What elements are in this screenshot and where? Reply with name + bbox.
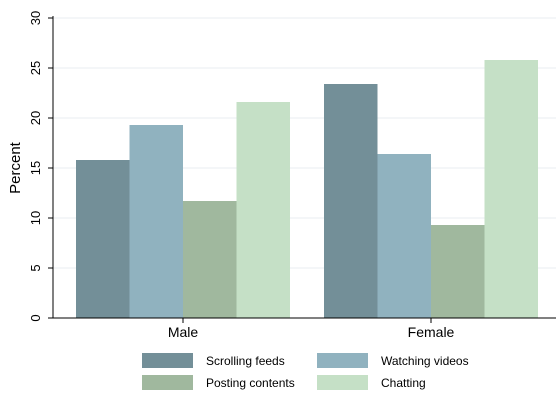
- legend-swatch-scrolling-feeds: [142, 353, 193, 368]
- bar-chatting-male: [237, 102, 291, 318]
- x-tick-label-female: Female: [408, 324, 455, 340]
- legend-label-watching-videos: Watching videos: [381, 354, 469, 368]
- legend-label-scrolling-feeds: Scrolling feeds: [206, 354, 285, 368]
- y-tick-label: 25: [28, 61, 43, 75]
- bar-watching-videos-male: [130, 125, 184, 318]
- y-tick-label: 0: [28, 314, 43, 321]
- legend-swatch-posting-contents: [142, 375, 193, 390]
- bar-chatting-female: [485, 60, 539, 318]
- y-axis-title: Percent: [7, 141, 24, 194]
- bars: [76, 60, 538, 318]
- bar-posting-contents-male: [183, 201, 237, 318]
- y-tick-label: 15: [28, 161, 43, 175]
- bar-scrolling-feeds-female: [324, 84, 378, 318]
- bar-watching-videos-female: [378, 154, 432, 318]
- bar-posting-contents-female: [431, 225, 485, 318]
- y-tick-label: 30: [28, 11, 43, 25]
- legend-label-chatting: Chatting: [381, 376, 426, 390]
- bar-scrolling-feeds-male: [76, 160, 130, 318]
- legend-swatch-chatting: [317, 375, 368, 390]
- y-tick-label: 10: [28, 211, 43, 225]
- y-tick-label: 5: [28, 264, 43, 271]
- y-tick-label: 20: [28, 111, 43, 125]
- legend: Scrolling feeds Watching videos Posting co…: [142, 353, 469, 390]
- legend-label-posting-contents: Posting contents: [206, 376, 295, 390]
- x-tick-label-male: Male: [168, 324, 199, 340]
- legend-swatch-watching-videos: [317, 353, 368, 368]
